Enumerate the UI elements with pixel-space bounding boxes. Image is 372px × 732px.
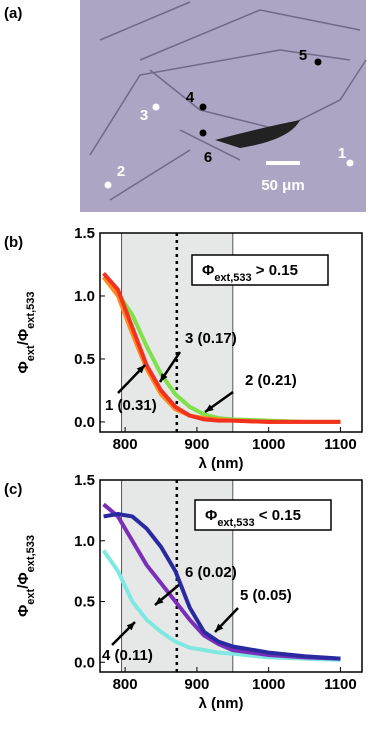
text-part: ext,533	[217, 517, 254, 529]
micrograph	[80, 0, 367, 212]
x-tick-label: 1100	[324, 436, 357, 453]
y-tick-label: 1.5	[74, 225, 95, 242]
series-label: 6 (0.02)	[185, 564, 237, 581]
x-tick-label: 900	[184, 676, 209, 693]
series-label: 1 (0.31)	[105, 397, 157, 414]
plot-frame	[99, 479, 363, 673]
point-label: 5	[299, 47, 307, 64]
point-marker	[314, 58, 322, 66]
y-tick-label: 1.0	[74, 288, 95, 305]
text-part: Φ	[205, 507, 217, 524]
x-tick-label: 800	[113, 436, 138, 453]
x-tick-label: 900	[184, 436, 209, 453]
text-part: ext,533	[25, 535, 37, 572]
y-tick-label: 0.0	[74, 654, 95, 671]
note-text: Φext,533 > 0.15	[202, 262, 298, 284]
text-part: ext	[25, 588, 37, 604]
point-marker	[199, 129, 207, 137]
series-label: 5 (0.05)	[240, 587, 292, 604]
arrow-head	[155, 596, 164, 605]
arrow-head	[160, 373, 168, 382]
x-tick-label: 1000	[252, 676, 285, 693]
series-label: 2 (0.21)	[245, 372, 297, 389]
point-label: 3	[140, 107, 148, 124]
text-part: /Φ	[15, 329, 32, 345]
x-axis-label: λ (nm)	[199, 695, 244, 712]
plot-frame	[99, 232, 363, 433]
arrow-head	[126, 622, 135, 631]
y-tick-label: 1.5	[74, 472, 95, 489]
point-marker	[104, 181, 112, 189]
y-tick-label: 0.5	[74, 351, 95, 368]
text-part: /Φ	[15, 572, 32, 588]
series-line	[102, 502, 341, 661]
y-tick-label: 0.5	[74, 594, 95, 611]
series-label: 4 (0.11)	[102, 647, 153, 664]
x-tick-label: 1100	[324, 676, 357, 693]
point-label: 1	[338, 145, 346, 162]
text-part: ext,533	[214, 272, 251, 284]
text-part: < 0.15	[255, 507, 301, 524]
x-axis-label: λ (nm)	[199, 455, 244, 472]
image-background	[80, 0, 366, 212]
series-label: 3 (0.17)	[185, 330, 237, 347]
arrow-head	[136, 365, 145, 374]
text-part: Φ	[15, 361, 32, 373]
point-marker	[346, 159, 354, 167]
point-marker	[152, 103, 160, 111]
panel-label: (b)	[4, 234, 23, 251]
text-part: > 0.15	[252, 262, 298, 279]
note-box	[194, 499, 332, 531]
note-text: Φext,533 < 0.15	[205, 507, 301, 529]
point-marker	[199, 103, 207, 111]
text-part: Φ	[15, 605, 32, 617]
series-line	[103, 512, 341, 661]
y-axis-label: Φext/Φext,533	[15, 535, 37, 617]
arrow-head	[215, 623, 224, 632]
note-box	[191, 254, 329, 286]
point-label: 2	[117, 163, 125, 180]
y-tick-label: 1.0	[74, 533, 95, 550]
text-part: ext,533	[25, 291, 37, 328]
x-tick-label: 800	[113, 676, 138, 693]
x-tick-label: 1000	[252, 436, 285, 453]
dark-streak	[215, 120, 300, 148]
y-axis-label: Φext/Φext,533	[15, 291, 37, 373]
point-label: 4	[186, 89, 195, 106]
text-part: Φ	[202, 262, 214, 279]
y-tick-label: 0.0	[74, 414, 95, 431]
series-line	[102, 271, 341, 424]
arrow-head	[205, 404, 214, 412]
panel-label: (a)	[4, 5, 22, 22]
text-part: ext	[25, 345, 37, 361]
point-label: 6	[204, 149, 212, 166]
scale-bar-label: 50 μm	[261, 177, 304, 194]
panel-label: (c)	[4, 481, 22, 498]
series-line	[101, 549, 341, 662]
